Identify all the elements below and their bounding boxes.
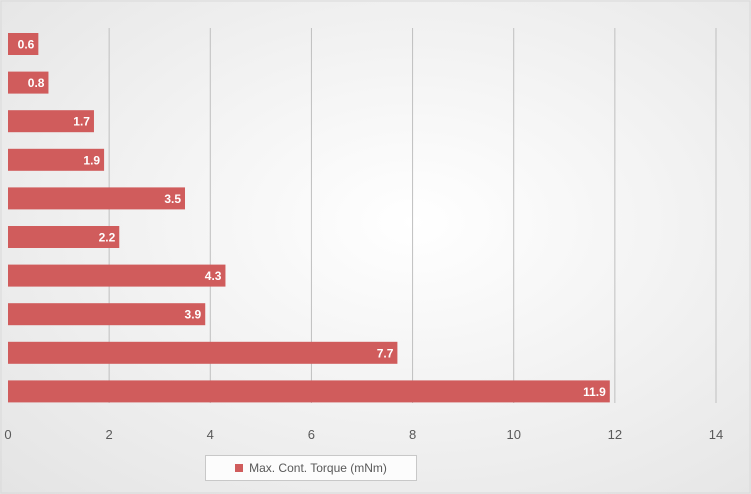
legend-label: Max. Cont. Torque (mNm): [249, 461, 387, 475]
bar: [8, 110, 94, 133]
bar: [8, 71, 49, 94]
data-label: 7.7: [377, 346, 394, 360]
bar: [8, 33, 39, 55]
data-labels: 0.6 0.8 1.7 1.9 3.5 2.2 4.3 3.9 7.7 11.9: [18, 38, 606, 399]
bar: [8, 380, 610, 403]
x-tick-label: 4: [207, 427, 214, 442]
bar: [8, 341, 398, 364]
data-label: 0.8: [28, 76, 45, 90]
x-tick-label: 8: [409, 427, 416, 442]
bar: [8, 303, 206, 326]
data-label: 4.3: [205, 269, 222, 283]
x-tick-label: 10: [506, 427, 520, 442]
bars: [8, 33, 610, 403]
x-tick-label: 2: [106, 427, 113, 442]
x-axis-ticks: 0 2 4 6 8 10 12 14: [4, 427, 723, 442]
x-tick-label: 0: [4, 427, 11, 442]
gridlines: [108, 28, 717, 403]
data-label: 3.5: [164, 192, 181, 206]
x-tick-label: 6: [308, 427, 315, 442]
data-label: 2.2: [99, 231, 116, 245]
bar: [8, 187, 185, 210]
x-tick-label: 12: [608, 427, 622, 442]
bar: [8, 226, 120, 248]
data-label: 1.9: [83, 153, 100, 167]
data-label: 0.6: [18, 38, 35, 52]
legend: Max. Cont. Torque (mNm): [205, 455, 417, 481]
legend-swatch: [235, 464, 244, 472]
bar: [8, 148, 105, 171]
data-label: 11.9: [583, 385, 606, 399]
x-tick-label: 14: [709, 427, 723, 442]
bar: [8, 264, 226, 287]
data-label: 3.9: [185, 308, 202, 322]
data-label: 1.7: [73, 115, 90, 129]
